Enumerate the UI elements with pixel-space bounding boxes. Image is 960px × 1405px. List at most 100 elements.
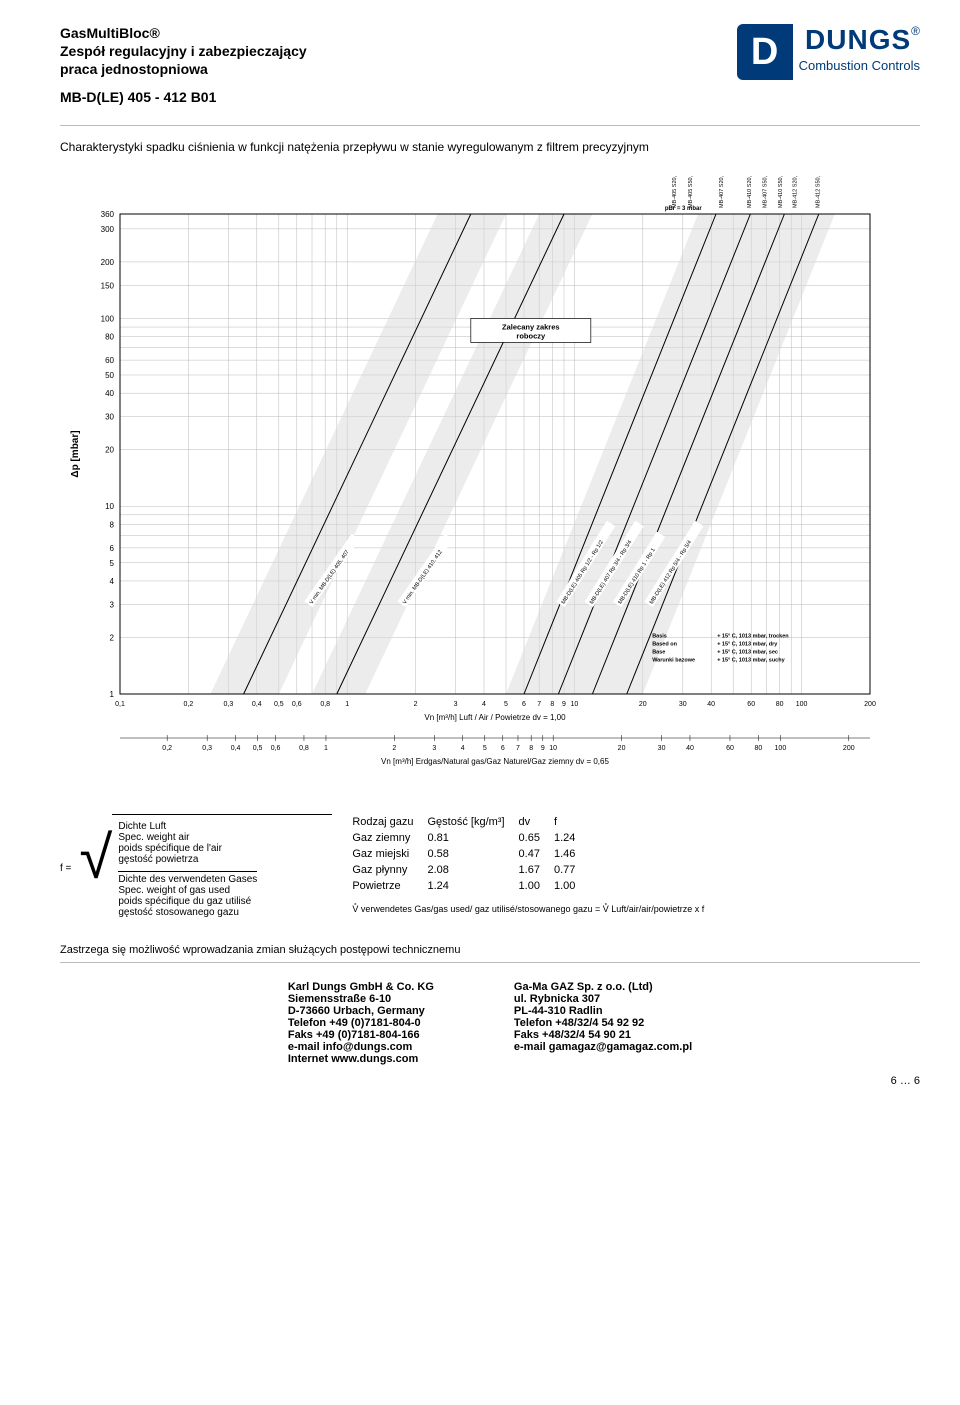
svg-text:8: 8 [550, 701, 554, 708]
svg-text:5: 5 [504, 701, 508, 708]
svg-text:0,5: 0,5 [274, 701, 284, 708]
svg-text:0,1: 0,1 [115, 701, 125, 708]
svg-text:Basis: Basis [652, 633, 667, 639]
pressure-flow-chart: 123456810203040506080100150200300360Δp [… [60, 174, 920, 794]
model-number: MB-D(LE) 405 - 412 B01 [60, 89, 307, 105]
table-row: Gaz ziemny0.810.651.24 [352, 830, 589, 846]
formula-den-1: Dichte des verwendeten Gases [118, 874, 257, 885]
svg-text:50: 50 [105, 371, 114, 380]
svg-text:200: 200 [101, 257, 115, 266]
footer: Karl Dungs GmbH & Co. KGSiemensstraße 6-… [60, 981, 920, 1065]
svg-text:8: 8 [110, 520, 115, 529]
table-header: f [554, 814, 589, 830]
svg-text:30: 30 [658, 745, 666, 752]
svg-text:roboczy: roboczy [516, 331, 546, 340]
svg-text:10: 10 [549, 745, 557, 752]
svg-text:40: 40 [707, 701, 715, 708]
svg-text:30: 30 [679, 701, 687, 708]
separator-2 [60, 962, 920, 963]
svg-text:0,5: 0,5 [253, 745, 263, 752]
svg-text:20: 20 [105, 445, 114, 454]
svg-text:0,4: 0,4 [252, 701, 262, 708]
svg-text:360: 360 [101, 210, 115, 219]
svg-text:9: 9 [541, 745, 545, 752]
svg-text:100: 100 [796, 701, 808, 708]
logo-brand: DUNGS [805, 24, 911, 55]
svg-text:200: 200 [843, 745, 855, 752]
formula-den-2: Spec. weight of gas used [118, 885, 257, 896]
svg-text:MB-405 S20, S22: MB-405 S20, S22 [672, 174, 678, 208]
product-subtitle-2: praca jednostopniowa [60, 60, 307, 78]
svg-text:2: 2 [414, 701, 418, 708]
svg-text:8: 8 [529, 745, 533, 752]
svg-text:Base: Base [652, 649, 665, 655]
svg-text:MB-412 S20, S22: MB-412 S20, S22 [793, 174, 799, 208]
svg-text:4: 4 [482, 701, 486, 708]
formula-den-4: gęstość stosowanego gazu [118, 907, 257, 918]
logo-icon: D [737, 24, 793, 80]
svg-text:150: 150 [101, 281, 115, 290]
svg-text:9: 9 [562, 701, 566, 708]
table-header: Rodzaj gazu [352, 814, 427, 830]
svg-text:20: 20 [639, 701, 647, 708]
svg-text:6: 6 [110, 543, 115, 552]
svg-text:+ 15° C, 1013 mbar, trocken: + 15° C, 1013 mbar, trocken [717, 633, 789, 639]
formula-f-equals: f = [60, 863, 71, 874]
header: GasMultiBloc® Zespół regulacyjny i zabez… [60, 24, 920, 105]
svg-text:MB-407 S20, S22: MB-407 S20, S22 [719, 174, 725, 208]
svg-text:100: 100 [101, 314, 115, 323]
svg-text:0,3: 0,3 [224, 701, 234, 708]
logo-tagline: Combustion Controls [799, 58, 920, 73]
svg-text:10: 10 [105, 502, 114, 511]
svg-text:6: 6 [501, 745, 505, 752]
density-formula: f = √ Dichte Luft Spec. weight air poids… [60, 814, 332, 924]
svg-text:0,8: 0,8 [320, 701, 330, 708]
svg-text:Vn [m³/h] Erdgas/Natural gas/G: Vn [m³/h] Erdgas/Natural gas/Gaz Naturel… [381, 757, 609, 766]
svg-text:30: 30 [105, 412, 114, 421]
formula-num-1: Dichte Luft [118, 821, 222, 832]
svg-text:MB-405 S50, S52: MB-405 S50, S52 [688, 174, 694, 208]
svg-text:0,8: 0,8 [299, 745, 309, 752]
svg-text:60: 60 [726, 745, 734, 752]
gas-properties-block: Rodzaj gazuGęstość [kg/m³]dvfGaz ziemny0… [352, 814, 704, 924]
svg-text:4: 4 [110, 577, 115, 586]
volume-equation: V̊ verwendetes Gas/gas used/ gaz utilisé… [352, 904, 704, 914]
product-name: GasMultiBloc® [60, 24, 307, 42]
svg-text:80: 80 [754, 745, 762, 752]
svg-text:MB-407 S50, S52: MB-407 S50, S52 [762, 174, 768, 208]
footer-right: Ga-Ma GAZ Sp. z o.o. (Ltd)ul. Rybnicka 3… [514, 981, 692, 1065]
svg-text:Vn [m³/h] Luft / Air / Powietr: Vn [m³/h] Luft / Air / Powietrze dv = 1,… [424, 713, 566, 722]
svg-text:40: 40 [105, 389, 114, 398]
svg-text:10: 10 [571, 701, 579, 708]
svg-text:MB-410 S50, S52: MB-410 S50, S52 [778, 174, 784, 208]
svg-text:0,4: 0,4 [231, 745, 241, 752]
svg-text:1: 1 [345, 701, 349, 708]
svg-text:20: 20 [618, 745, 626, 752]
svg-text:0,6: 0,6 [292, 701, 302, 708]
svg-text:1: 1 [110, 690, 115, 699]
svg-text:80: 80 [776, 701, 784, 708]
svg-text:60: 60 [747, 701, 755, 708]
separator [60, 125, 920, 126]
page-number: 6 … 6 [60, 1075, 920, 1087]
svg-text:+ 15° C, 1013 mbar, sec: + 15° C, 1013 mbar, sec [717, 649, 778, 655]
table-row: Gaz miejski0.580.471.46 [352, 846, 589, 862]
svg-text:3: 3 [432, 745, 436, 752]
logo-block: D DUNGS® Combustion Controls [737, 24, 920, 80]
svg-text:3: 3 [454, 701, 458, 708]
svg-text:7: 7 [537, 701, 541, 708]
svg-text:40: 40 [686, 745, 694, 752]
svg-text:1: 1 [324, 745, 328, 752]
svg-text:300: 300 [101, 224, 115, 233]
formula-num-4: gęstość powietrza [118, 854, 222, 865]
svg-text:pBr = 3 mbar: pBr = 3 mbar [665, 206, 703, 212]
table-header: dv [519, 814, 554, 830]
svg-text:4: 4 [461, 745, 465, 752]
svg-text:0,3: 0,3 [202, 745, 212, 752]
svg-text:5: 5 [110, 558, 115, 567]
svg-text:7: 7 [516, 745, 520, 752]
logo-registered-icon: ® [911, 24, 920, 38]
svg-text:+ 15° C, 1013 mbar, dry: + 15° C, 1013 mbar, dry [717, 641, 778, 647]
svg-text:200: 200 [864, 701, 876, 708]
gas-table: Rodzaj gazuGęstość [kg/m³]dvfGaz ziemny0… [352, 814, 589, 894]
